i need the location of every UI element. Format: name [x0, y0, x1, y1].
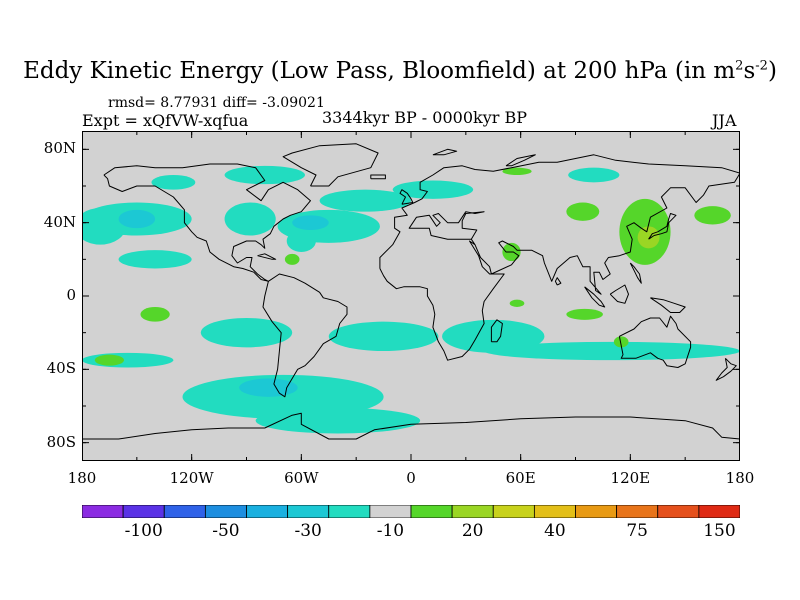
- field-e-pacific-south: [286, 230, 316, 252]
- coastline-japan: [648, 213, 677, 240]
- coastline-madagascar: [490, 319, 503, 343]
- lon-label: 60W: [284, 469, 319, 487]
- colorbar-swatch: [287, 505, 330, 518]
- lat-label: 40S: [46, 359, 76, 378]
- lon-label: 180: [67, 469, 97, 487]
- coastline-borneo: [609, 284, 629, 304]
- lon-label: 0: [406, 469, 416, 487]
- season-label: JJA: [712, 111, 737, 130]
- field-n-atlantic-north: [319, 189, 411, 212]
- colorbar-swatch: [369, 505, 412, 518]
- stats-line: rmsd= 8.77931 diff= -3.09021: [108, 95, 325, 111]
- lon-label: 120E: [610, 469, 651, 487]
- colorbar-swatch: [451, 505, 494, 518]
- lon-label: 120W: [169, 469, 214, 487]
- field-siberia: [568, 167, 620, 183]
- coastline-north-america: [103, 163, 311, 282]
- colorbar: [82, 505, 740, 518]
- colorbar-label: 75: [626, 521, 648, 541]
- rmsd-label: rmsd= 8.77931: [108, 95, 219, 111]
- field-s-pacific-east: [200, 318, 293, 348]
- field-pacific-trop-pos: [140, 307, 170, 322]
- field-central-asia-pos: [566, 202, 600, 221]
- colorbar-label: -100: [124, 521, 163, 541]
- period-label: 3344kyr BP - 0000kyr BP: [322, 108, 527, 127]
- coastline-africa-eurasia: [379, 154, 740, 361]
- coastline-australia: [618, 315, 692, 368]
- lat-label: 40N: [43, 212, 76, 231]
- field-africa-pos: [509, 299, 525, 307]
- coastline-sumatra: [584, 286, 606, 308]
- field-c-america-pos: [284, 253, 300, 265]
- lon-label: 60E: [505, 469, 536, 487]
- map-panel: [82, 131, 740, 461]
- field-canada-arctic: [224, 165, 305, 185]
- tick-marks: [82, 131, 740, 461]
- field-s-pacific-big: [182, 374, 384, 419]
- field-n-pacific-core: [118, 209, 156, 229]
- coastline-greenland: [282, 143, 379, 187]
- colorbar-label: 150: [703, 521, 736, 541]
- colorbar-swatch: [533, 505, 576, 518]
- coastline-south-america: [262, 273, 348, 398]
- field-arctic-pos: [502, 167, 532, 175]
- field-patagonia-core: [239, 378, 298, 397]
- colorbar-label: -50: [212, 521, 240, 541]
- field-s-indian: [442, 319, 545, 353]
- field-n-pacific-south: [118, 250, 192, 269]
- colorbar-swatch: [246, 505, 289, 518]
- field-europe: [392, 180, 474, 199]
- coastline-new-zealand: [715, 357, 737, 381]
- colorbar-swatch: [410, 505, 453, 518]
- field-n-america-east: [224, 202, 276, 236]
- colorbar-swatch: [575, 505, 618, 518]
- lon-label: 180: [725, 469, 755, 487]
- field-s-atlantic: [328, 321, 439, 351]
- colorbar-swatch: [328, 505, 371, 518]
- field-n-pacific-pos: [694, 206, 731, 225]
- experiment-label: Expt = xQfVW-xqfua: [82, 111, 249, 130]
- coastline-novaya-zemlya: [505, 154, 536, 167]
- colorbar-label: -10: [376, 521, 405, 541]
- chart-title: Eddy Kinetic Energy (Low Pass, Bloomfiel…: [23, 58, 777, 84]
- field-n-pacific-east: [82, 208, 126, 245]
- lat-label: 0: [66, 286, 76, 304]
- colorbar-swatch: [163, 505, 206, 518]
- field-southern-ocean: [484, 341, 740, 361]
- coastline-cuba: [257, 253, 277, 260]
- coastline-philippines: [629, 262, 642, 284]
- coastline-antarctica: [82, 412, 740, 461]
- colorbar-swatch: [204, 505, 247, 518]
- coastline-sri-lanka: [554, 277, 562, 286]
- colorbar-swatch: [82, 505, 124, 518]
- field-indian-pos: [566, 308, 603, 320]
- colorbar-label: 40: [544, 521, 566, 541]
- coastline-svalbard: [432, 148, 458, 156]
- colorbar-swatch: [122, 505, 165, 518]
- diff-label: diff= -3.09021: [222, 95, 325, 111]
- colorbar-swatch: [616, 505, 659, 518]
- field-layer: [82, 165, 740, 434]
- colorbar-swatch: [492, 505, 535, 518]
- field-alaska-arctic: [151, 175, 196, 190]
- coastline-new-guinea: [650, 297, 686, 313]
- colorbar-label: -30: [294, 521, 322, 541]
- coastline-layer: [82, 143, 740, 461]
- coastline-iceland: [370, 174, 386, 180]
- field-s-indian-pos: [613, 336, 629, 348]
- colorbar-swatch: [698, 505, 740, 518]
- field-n-atlantic-core: [292, 215, 329, 230]
- colorbar-swatch: [657, 505, 700, 518]
- lat-label: 80S: [46, 432, 76, 451]
- coastline-uk: [399, 189, 414, 205]
- field-asia-pos-core: [637, 226, 660, 249]
- field-s-pacific-pos: [94, 354, 125, 366]
- colorbar-label: 20: [461, 521, 484, 541]
- lat-label: 80N: [43, 139, 76, 158]
